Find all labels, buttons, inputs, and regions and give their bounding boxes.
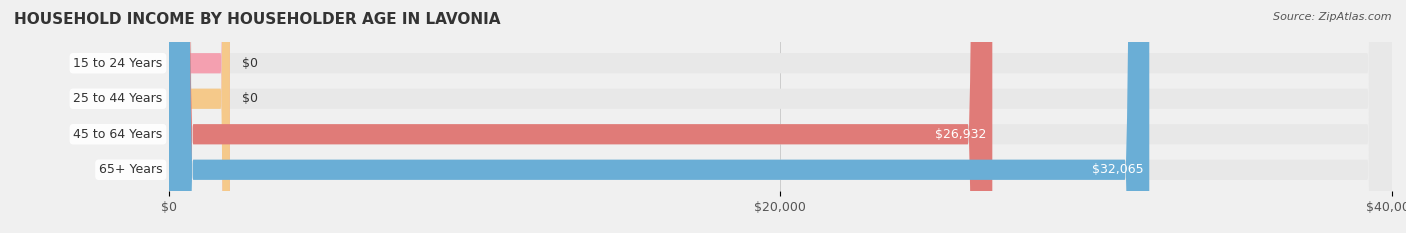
Text: 65+ Years: 65+ Years [98,163,163,176]
Text: 15 to 24 Years: 15 to 24 Years [73,57,163,70]
FancyBboxPatch shape [169,0,1392,233]
FancyBboxPatch shape [169,0,1392,233]
FancyBboxPatch shape [169,0,993,233]
FancyBboxPatch shape [169,0,231,233]
Text: 25 to 44 Years: 25 to 44 Years [73,92,163,105]
Text: HOUSEHOLD INCOME BY HOUSEHOLDER AGE IN LAVONIA: HOUSEHOLD INCOME BY HOUSEHOLDER AGE IN L… [14,12,501,27]
Text: $0: $0 [242,92,259,105]
Text: $32,065: $32,065 [1091,163,1143,176]
FancyBboxPatch shape [169,0,1149,233]
FancyBboxPatch shape [169,0,231,233]
Text: Source: ZipAtlas.com: Source: ZipAtlas.com [1274,12,1392,22]
FancyBboxPatch shape [169,0,1392,233]
Text: $0: $0 [242,57,259,70]
Text: $26,932: $26,932 [935,128,986,141]
FancyBboxPatch shape [169,0,1392,233]
Text: 45 to 64 Years: 45 to 64 Years [73,128,163,141]
